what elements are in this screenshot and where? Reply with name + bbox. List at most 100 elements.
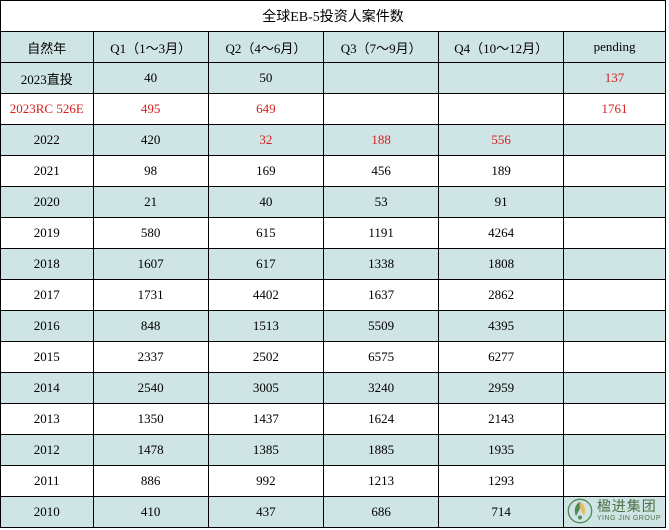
table-cell bbox=[564, 280, 666, 311]
table-cell: 3240 bbox=[324, 373, 439, 404]
table-cell: 1637 bbox=[324, 280, 439, 311]
table-cell bbox=[564, 249, 666, 280]
table-cell: 2337 bbox=[93, 342, 208, 373]
table-cell: 4395 bbox=[439, 311, 564, 342]
table-cell bbox=[439, 94, 564, 125]
header-row: 自然年Q1（1～3月）Q2（4～6月）Q3（7～9月）Q4（10～12月）pen… bbox=[1, 32, 666, 63]
table-row: 20152337250265756277 bbox=[1, 342, 666, 373]
table-cell: 2011 bbox=[1, 466, 94, 497]
table-cell: 50 bbox=[208, 63, 323, 94]
table-cell: 1437 bbox=[208, 404, 323, 435]
table-cell bbox=[564, 466, 666, 497]
table-cell: 2023直投 bbox=[1, 63, 94, 94]
table-cell: 2959 bbox=[439, 373, 564, 404]
table-cell: 1213 bbox=[324, 466, 439, 497]
table-cell: 649 bbox=[208, 94, 323, 125]
table-cell: 420 bbox=[93, 125, 208, 156]
table-cell: 1385 bbox=[208, 435, 323, 466]
table-cell: 1338 bbox=[324, 249, 439, 280]
table-cell bbox=[324, 63, 439, 94]
table-cell: 2022 bbox=[1, 125, 94, 156]
column-header: pending bbox=[564, 32, 666, 63]
table-cell bbox=[564, 156, 666, 187]
table-cell: 2014 bbox=[1, 373, 94, 404]
table-cell: 1808 bbox=[439, 249, 564, 280]
table-cell bbox=[564, 373, 666, 404]
table-cell: 580 bbox=[93, 218, 208, 249]
table-cell: 556 bbox=[439, 125, 564, 156]
table-cell: 32 bbox=[208, 125, 323, 156]
table-cell: 137 bbox=[564, 63, 666, 94]
eb5-table: 全球EB-5投资人案件数 自然年Q1（1～3月）Q2（4～6月）Q3（7～9月）… bbox=[0, 0, 666, 528]
table-cell: 2010 bbox=[1, 497, 94, 528]
table-cell: 4264 bbox=[439, 218, 564, 249]
table-cell: 1478 bbox=[93, 435, 208, 466]
table-cell: 1731 bbox=[93, 280, 208, 311]
table-cell bbox=[564, 342, 666, 373]
table-cell: 714 bbox=[439, 497, 564, 528]
table-cell: 5509 bbox=[324, 311, 439, 342]
table-row: 20142540300532402959 bbox=[1, 373, 666, 404]
table-cell: 1293 bbox=[439, 466, 564, 497]
table-cell: 456 bbox=[324, 156, 439, 187]
table-cell: 617 bbox=[208, 249, 323, 280]
table-row: 202198169456189 bbox=[1, 156, 666, 187]
column-header: Q4（10～12月） bbox=[439, 32, 564, 63]
table-cell: 169 bbox=[208, 156, 323, 187]
table-cell: 6575 bbox=[324, 342, 439, 373]
table-cell: 189 bbox=[439, 156, 564, 187]
column-header: Q2（4～6月） bbox=[208, 32, 323, 63]
table-cell: 615 bbox=[208, 218, 323, 249]
table-cell: 21 bbox=[93, 187, 208, 218]
table-cell: 2012 bbox=[1, 435, 94, 466]
table-cell: 2021 bbox=[1, 156, 94, 187]
table-row: 20121478138518851935 bbox=[1, 435, 666, 466]
table-cell: 40 bbox=[93, 63, 208, 94]
table-row: 202242032188556 bbox=[1, 125, 666, 156]
table-cell: 495 bbox=[93, 94, 208, 125]
table-row: 202021405391 bbox=[1, 187, 666, 218]
table-row: 2018160761713381808 bbox=[1, 249, 666, 280]
table-cell: 2540 bbox=[93, 373, 208, 404]
table-cell: 1624 bbox=[324, 404, 439, 435]
table-cell: 1191 bbox=[324, 218, 439, 249]
table-cell: 2018 bbox=[1, 249, 94, 280]
watermark-en: YING JIN GROUP bbox=[597, 515, 661, 522]
table-cell: 2017 bbox=[1, 280, 94, 311]
table-cell: 2143 bbox=[439, 404, 564, 435]
table-cell bbox=[324, 94, 439, 125]
table-row: 2010410437686714 bbox=[1, 497, 666, 528]
table-cell: 2502 bbox=[208, 342, 323, 373]
table-cell bbox=[564, 125, 666, 156]
table-cell: 2015 bbox=[1, 342, 94, 373]
table-cell: 2013 bbox=[1, 404, 94, 435]
column-header: Q3（7～9月） bbox=[324, 32, 439, 63]
table-cell: 1761 bbox=[564, 94, 666, 125]
table-row: 20171731440216372862 bbox=[1, 280, 666, 311]
table-cell: 53 bbox=[324, 187, 439, 218]
table-cell: 2020 bbox=[1, 187, 94, 218]
table-row: 201958061511914264 bbox=[1, 218, 666, 249]
table-cell: 4402 bbox=[208, 280, 323, 311]
table-row: 2023RC 526E495649 1761 bbox=[1, 94, 666, 125]
table-cell: 1350 bbox=[93, 404, 208, 435]
column-header: Q1（1～3月） bbox=[93, 32, 208, 63]
watermark-cn: 楹进集团 bbox=[597, 501, 661, 515]
table-cell: 188 bbox=[324, 125, 439, 156]
table-cell: 98 bbox=[93, 156, 208, 187]
table-title: 全球EB-5投资人案件数 bbox=[1, 1, 666, 32]
table-cell: 2023RC 526E bbox=[1, 94, 94, 125]
table-row: 201188699212131293 bbox=[1, 466, 666, 497]
table-cell bbox=[564, 218, 666, 249]
table-cell bbox=[564, 404, 666, 435]
table-cell: 886 bbox=[93, 466, 208, 497]
table-cell: 91 bbox=[439, 187, 564, 218]
title-row: 全球EB-5投资人案件数 bbox=[1, 1, 666, 32]
table-cell: 2019 bbox=[1, 218, 94, 249]
table-row: 20131350143716242143 bbox=[1, 404, 666, 435]
watermark-text: 楹进集团 YING JIN GROUP bbox=[597, 501, 661, 522]
table-cell: 992 bbox=[208, 466, 323, 497]
table-cell: 1935 bbox=[439, 435, 564, 466]
table-cell bbox=[564, 187, 666, 218]
table-cell: 1513 bbox=[208, 311, 323, 342]
